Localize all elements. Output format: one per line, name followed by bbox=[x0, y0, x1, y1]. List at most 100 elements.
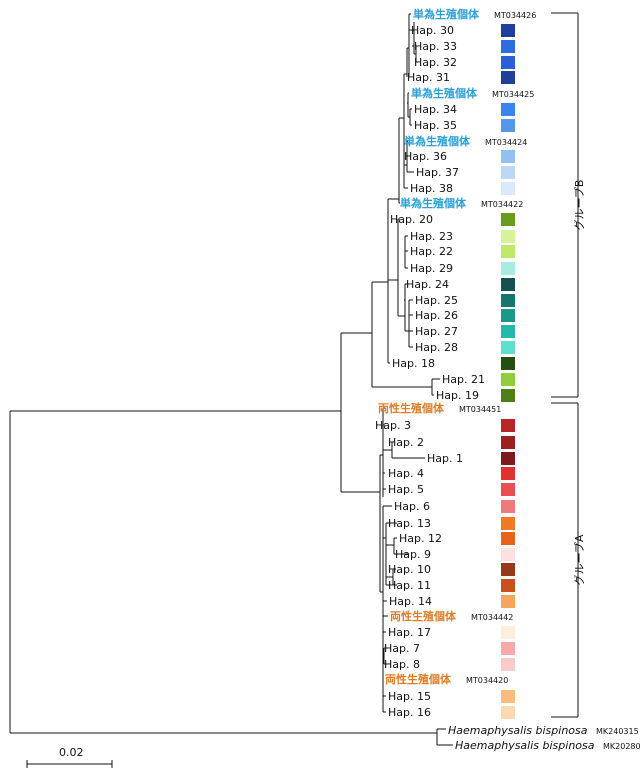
haplotype-label: Hap. 15 bbox=[388, 690, 431, 703]
haplotype-label: Hap. 2 bbox=[388, 436, 424, 449]
bisexual-individual-label: 両性生殖個体 bbox=[378, 401, 445, 415]
haplotype-label: Hap. 7 bbox=[384, 642, 420, 655]
haplotype-color-swatch bbox=[501, 658, 515, 671]
haplotype-color-swatch bbox=[501, 563, 515, 576]
haplotype-color-swatch bbox=[501, 103, 515, 116]
haplotype-color-swatch bbox=[501, 309, 515, 322]
haplotype-label: Hap. 17 bbox=[388, 626, 431, 639]
accession-number: MT034426 bbox=[494, 11, 536, 20]
haplotype-label: Hap. 25 bbox=[415, 294, 458, 307]
haplotype-label: Hap. 21 bbox=[442, 373, 485, 386]
haplotype-label: Hap. 19 bbox=[436, 389, 479, 402]
haplotype-label: Hap. 24 bbox=[406, 278, 449, 291]
haplotype-color-swatch bbox=[501, 436, 515, 449]
haplotype-label: Hap. 32 bbox=[414, 56, 457, 69]
haplotype-color-swatch bbox=[501, 71, 515, 84]
haplotype-color-swatch bbox=[501, 262, 515, 275]
accession-number: MT034424 bbox=[485, 138, 527, 147]
haplotype-label: Hap. 38 bbox=[410, 182, 453, 195]
haplotype-color-swatch bbox=[501, 166, 515, 179]
haplotype-label: Hap. 4 bbox=[388, 467, 424, 480]
haplotype-color-swatch bbox=[501, 532, 515, 545]
haplotype-color-swatch bbox=[501, 245, 515, 258]
scale-bar: 0.02 bbox=[26, 746, 113, 768]
accession-number: MT034425 bbox=[492, 90, 534, 99]
outgroup-species-name: Haemaphysalis bispinosa bbox=[455, 739, 595, 752]
haplotype-label: Hap. 22 bbox=[410, 245, 453, 258]
parthenogenetic-individual-label: 単為生殖個体 bbox=[400, 196, 467, 210]
haplotype-label: Hap. 30 bbox=[411, 24, 454, 37]
haplotype-color-swatch bbox=[501, 579, 515, 592]
haplotype-label: Hap. 29 bbox=[410, 262, 453, 275]
haplotype-color-swatch bbox=[501, 419, 515, 432]
haplotype-label: Hap. 12 bbox=[399, 532, 442, 545]
haplotype-color-swatch bbox=[501, 182, 515, 195]
haplotype-color-swatch bbox=[501, 452, 515, 465]
haplotype-color-swatch bbox=[501, 119, 515, 132]
haplotype-color-swatch bbox=[501, 150, 515, 163]
haplotype-label: Hap. 3 bbox=[375, 419, 411, 432]
haplotype-label: Hap. 18 bbox=[392, 357, 435, 370]
accession-number: MT034442 bbox=[471, 613, 513, 622]
haplotype-color-swatch bbox=[501, 373, 515, 386]
tree-labels: 単為生殖個体 MT034426 Hap. 30 Hap. 33 Hap. 32 Hap. … bbox=[375, 7, 640, 752]
haplotype-label: Hap. 16 bbox=[388, 706, 431, 719]
haplotype-label: Hap. 28 bbox=[415, 341, 458, 354]
haplotype-label: Hap. 35 bbox=[414, 119, 457, 132]
haplotype-color-swatch bbox=[501, 706, 515, 719]
haplotype-label: Hap. 36 bbox=[404, 150, 447, 163]
haplotype-color-swatch bbox=[501, 24, 515, 37]
haplotype-color-swatch bbox=[501, 467, 515, 480]
haplotype-label: Hap. 31 bbox=[407, 71, 450, 84]
parthenogenetic-individual-label: 単為生殖個体 bbox=[413, 7, 480, 21]
haplotype-label: Hap. 34 bbox=[414, 103, 457, 116]
accession-number: MT034451 bbox=[459, 405, 501, 414]
haplotype-label: Hap. 9 bbox=[395, 548, 431, 561]
parthenogenetic-individual-label: 単為生殖個体 bbox=[411, 86, 478, 100]
haplotype-label: Hap. 33 bbox=[414, 40, 457, 53]
haplotype-color-swatch bbox=[501, 500, 515, 513]
haplotype-color-swatch bbox=[501, 595, 515, 608]
haplotype-label: Hap. 37 bbox=[416, 166, 459, 179]
haplotype-label: Hap. 8 bbox=[384, 658, 420, 671]
haplotype-label: Hap. 23 bbox=[410, 230, 453, 243]
scale-bar-label: 0.02 bbox=[59, 746, 84, 759]
haplotype-label: Hap. 27 bbox=[415, 325, 458, 338]
color-swatches bbox=[501, 24, 515, 719]
haplotype-label: Hap. 13 bbox=[388, 517, 431, 530]
haplotype-color-swatch bbox=[501, 40, 515, 53]
haplotype-label: Hap. 1 bbox=[427, 452, 463, 465]
haplotype-color-swatch bbox=[501, 389, 515, 402]
outgroup-accession-number: MK202801 bbox=[603, 742, 640, 751]
haplotype-label: Hap. 6 bbox=[394, 500, 430, 513]
haplotype-color-swatch bbox=[501, 56, 515, 69]
group-a-label: グループA bbox=[572, 534, 586, 585]
outgroup-species-name: Haemaphysalis bispinosa bbox=[448, 724, 588, 737]
parthenogenetic-individual-label: 単為生殖個体 bbox=[404, 134, 471, 148]
haplotype-label: Hap. 26 bbox=[415, 309, 458, 322]
accession-number: MT034422 bbox=[481, 200, 523, 209]
haplotype-color-swatch bbox=[501, 213, 515, 226]
haplotype-color-swatch bbox=[501, 642, 515, 655]
group-b-label: グループB bbox=[572, 180, 586, 231]
haplotype-color-swatch bbox=[501, 325, 515, 338]
haplotype-label: Hap. 20 bbox=[390, 213, 433, 226]
haplotype-label: Hap. 10 bbox=[388, 563, 431, 576]
haplotype-color-swatch bbox=[501, 548, 515, 561]
haplotype-label: Hap. 11 bbox=[388, 579, 431, 592]
haplotype-color-swatch bbox=[501, 341, 515, 354]
tree-branches bbox=[9, 13, 453, 746]
haplotype-color-swatch bbox=[501, 626, 515, 639]
accession-number: MT034420 bbox=[466, 676, 508, 685]
haplotype-color-swatch bbox=[501, 690, 515, 703]
outgroup-accession-number: MK240315 bbox=[596, 727, 639, 736]
haplotype-label: Hap. 14 bbox=[389, 595, 432, 608]
bisexual-individual-label: 両性生殖個体 bbox=[390, 609, 457, 623]
haplotype-color-swatch bbox=[501, 517, 515, 530]
haplotype-color-swatch bbox=[501, 483, 515, 496]
haplotype-color-swatch bbox=[501, 230, 515, 243]
bisexual-individual-label: 両性生殖個体 bbox=[385, 672, 452, 686]
haplotype-label: Hap. 5 bbox=[388, 483, 424, 496]
